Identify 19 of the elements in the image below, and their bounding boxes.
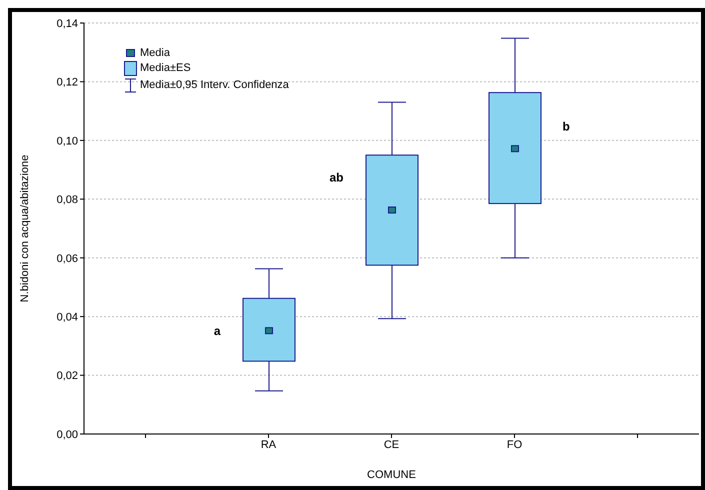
y-tick-label: 0,00: [56, 428, 78, 441]
x-tick-label: RA: [260, 438, 277, 451]
y-tick-label: 0,02: [56, 370, 78, 382]
y-axis-title: N.bidoni con acqua/abitazione: [18, 154, 31, 302]
annotation: a: [214, 324, 221, 338]
y-tick-label: 0,08: [56, 194, 78, 206]
annotation: ab: [329, 170, 344, 184]
annotation: Media±0,95 Interv. Confidenza: [140, 78, 289, 93]
x-tick-label: CE: [384, 438, 400, 451]
y-tick-label: 0,04: [56, 311, 78, 324]
x-axis-title: COMUNE: [367, 469, 416, 481]
annotation: Media: [140, 46, 170, 60]
y-tick-label: 0,10: [56, 135, 78, 148]
annotation: b: [562, 119, 570, 134]
y-tick-label: 0,14: [56, 18, 78, 30]
y-tick-label: 0,12: [56, 76, 78, 89]
y-tick-label: 0,06: [56, 252, 78, 265]
annotation: Media±ES: [140, 61, 191, 76]
x-tick-label: FO: [506, 438, 523, 451]
